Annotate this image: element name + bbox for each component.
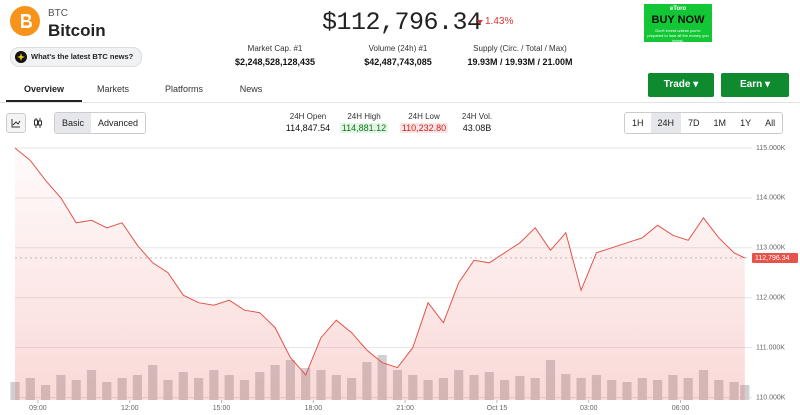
mode-option[interactable]: Basic [55,113,92,133]
tab[interactable]: News [239,84,263,94]
tab-underline [6,100,82,102]
summary-value: 110,232.80 [399,123,449,133]
ad-banner[interactable]: eToro BUY NOW Don't invest unless you're… [644,4,712,43]
range-option[interactable]: 1H [632,118,644,128]
candle-toggle[interactable] [28,113,48,133]
range-option[interactable]: 24H [650,113,682,133]
y-tick-label: 113.000K [756,245,786,252]
mode-option[interactable]: Advanced [98,118,139,128]
range-option[interactable]: All [765,118,776,128]
line-chart-toggle[interactable] [6,113,26,133]
summary-label: 24H Low [408,112,440,121]
range-option[interactable]: 1Y [740,118,752,128]
toggle-icon [11,119,21,128]
news-pill[interactable]: What's the latest BTC news? [10,47,142,67]
price: $112,796.34 [322,8,482,37]
x-tick-label: Oct 15 [487,405,508,412]
trade-button[interactable]: Trade ▾ [648,73,714,97]
y-tick-label: 112.000K [756,295,786,302]
price-line [14,147,746,376]
ad-brand: eToro [669,6,687,12]
summary-label: 24H Open [289,112,327,121]
tab[interactable]: Platforms [164,84,204,94]
ad-cta[interactable]: BUY NOW [651,14,705,26]
stat-value: $2,248,528,128,435 [234,57,316,67]
price-tag: 112,796.34 [755,255,790,262]
tab[interactable]: Markets [96,84,130,94]
news-icon [15,51,27,63]
range-switch: 1H 24H 7D 1M 1Y All [624,112,784,134]
y-tick-label: 114.000K [756,195,786,202]
stat-value: 19.93M / 19.93M / 21.00M [467,57,573,67]
y-tick-label: 111.000K [756,344,785,351]
button-label: Trade [663,79,691,90]
range-option[interactable]: 1M [713,118,727,128]
summary-value: 43.08B [462,123,492,133]
x-tick-label: 03:00 [580,405,598,412]
coin-icon [10,6,40,36]
toggle-icon [34,118,42,128]
ad-disclaimer: Don't invest unless you're prepared to l… [647,28,709,43]
stat-value: $42,487,743,085 [364,57,432,67]
price-tag-bg [752,252,798,263]
x-tick-label: 12:00 [121,405,139,412]
summary-label: 24H High [347,112,381,121]
summary-value: 114,847.54 [285,123,331,133]
down-arrow [477,20,483,24]
summary-value: 114,881.12 [339,123,389,133]
y-tick-label: 110.000K [756,394,786,401]
x-tick-label: 09:00 [29,405,47,412]
earn-button[interactable]: Earn ▾ [721,73,789,97]
stat-label: Supply (Circ. / Total / Max) [473,44,567,53]
x-tick-label: 21:00 [396,405,414,412]
x-tick-label: 15:00 [213,405,231,412]
stat-label: Market Cap. #1 [247,44,303,53]
tab[interactable]: Overview [23,84,65,94]
coin-name: Bitcoin [48,21,106,40]
symbol: BTC [48,8,68,19]
range-option[interactable]: 7D [688,118,700,128]
tab-divider [0,102,800,103]
button-label: Earn [739,79,763,90]
mode-switch: Basic Advanced [54,112,147,134]
news-link[interactable]: What's the latest BTC news? [31,52,134,61]
summary-label: 24H Vol. [461,112,493,121]
price-change: 1.43% [485,16,514,27]
x-tick-label: 18:00 [305,405,323,412]
y-tick-label: 115.000K [756,145,786,152]
price-area [15,148,745,400]
x-tick-label: 06:00 [672,405,690,412]
stat-label: Volume (24h) #1 [368,44,428,53]
